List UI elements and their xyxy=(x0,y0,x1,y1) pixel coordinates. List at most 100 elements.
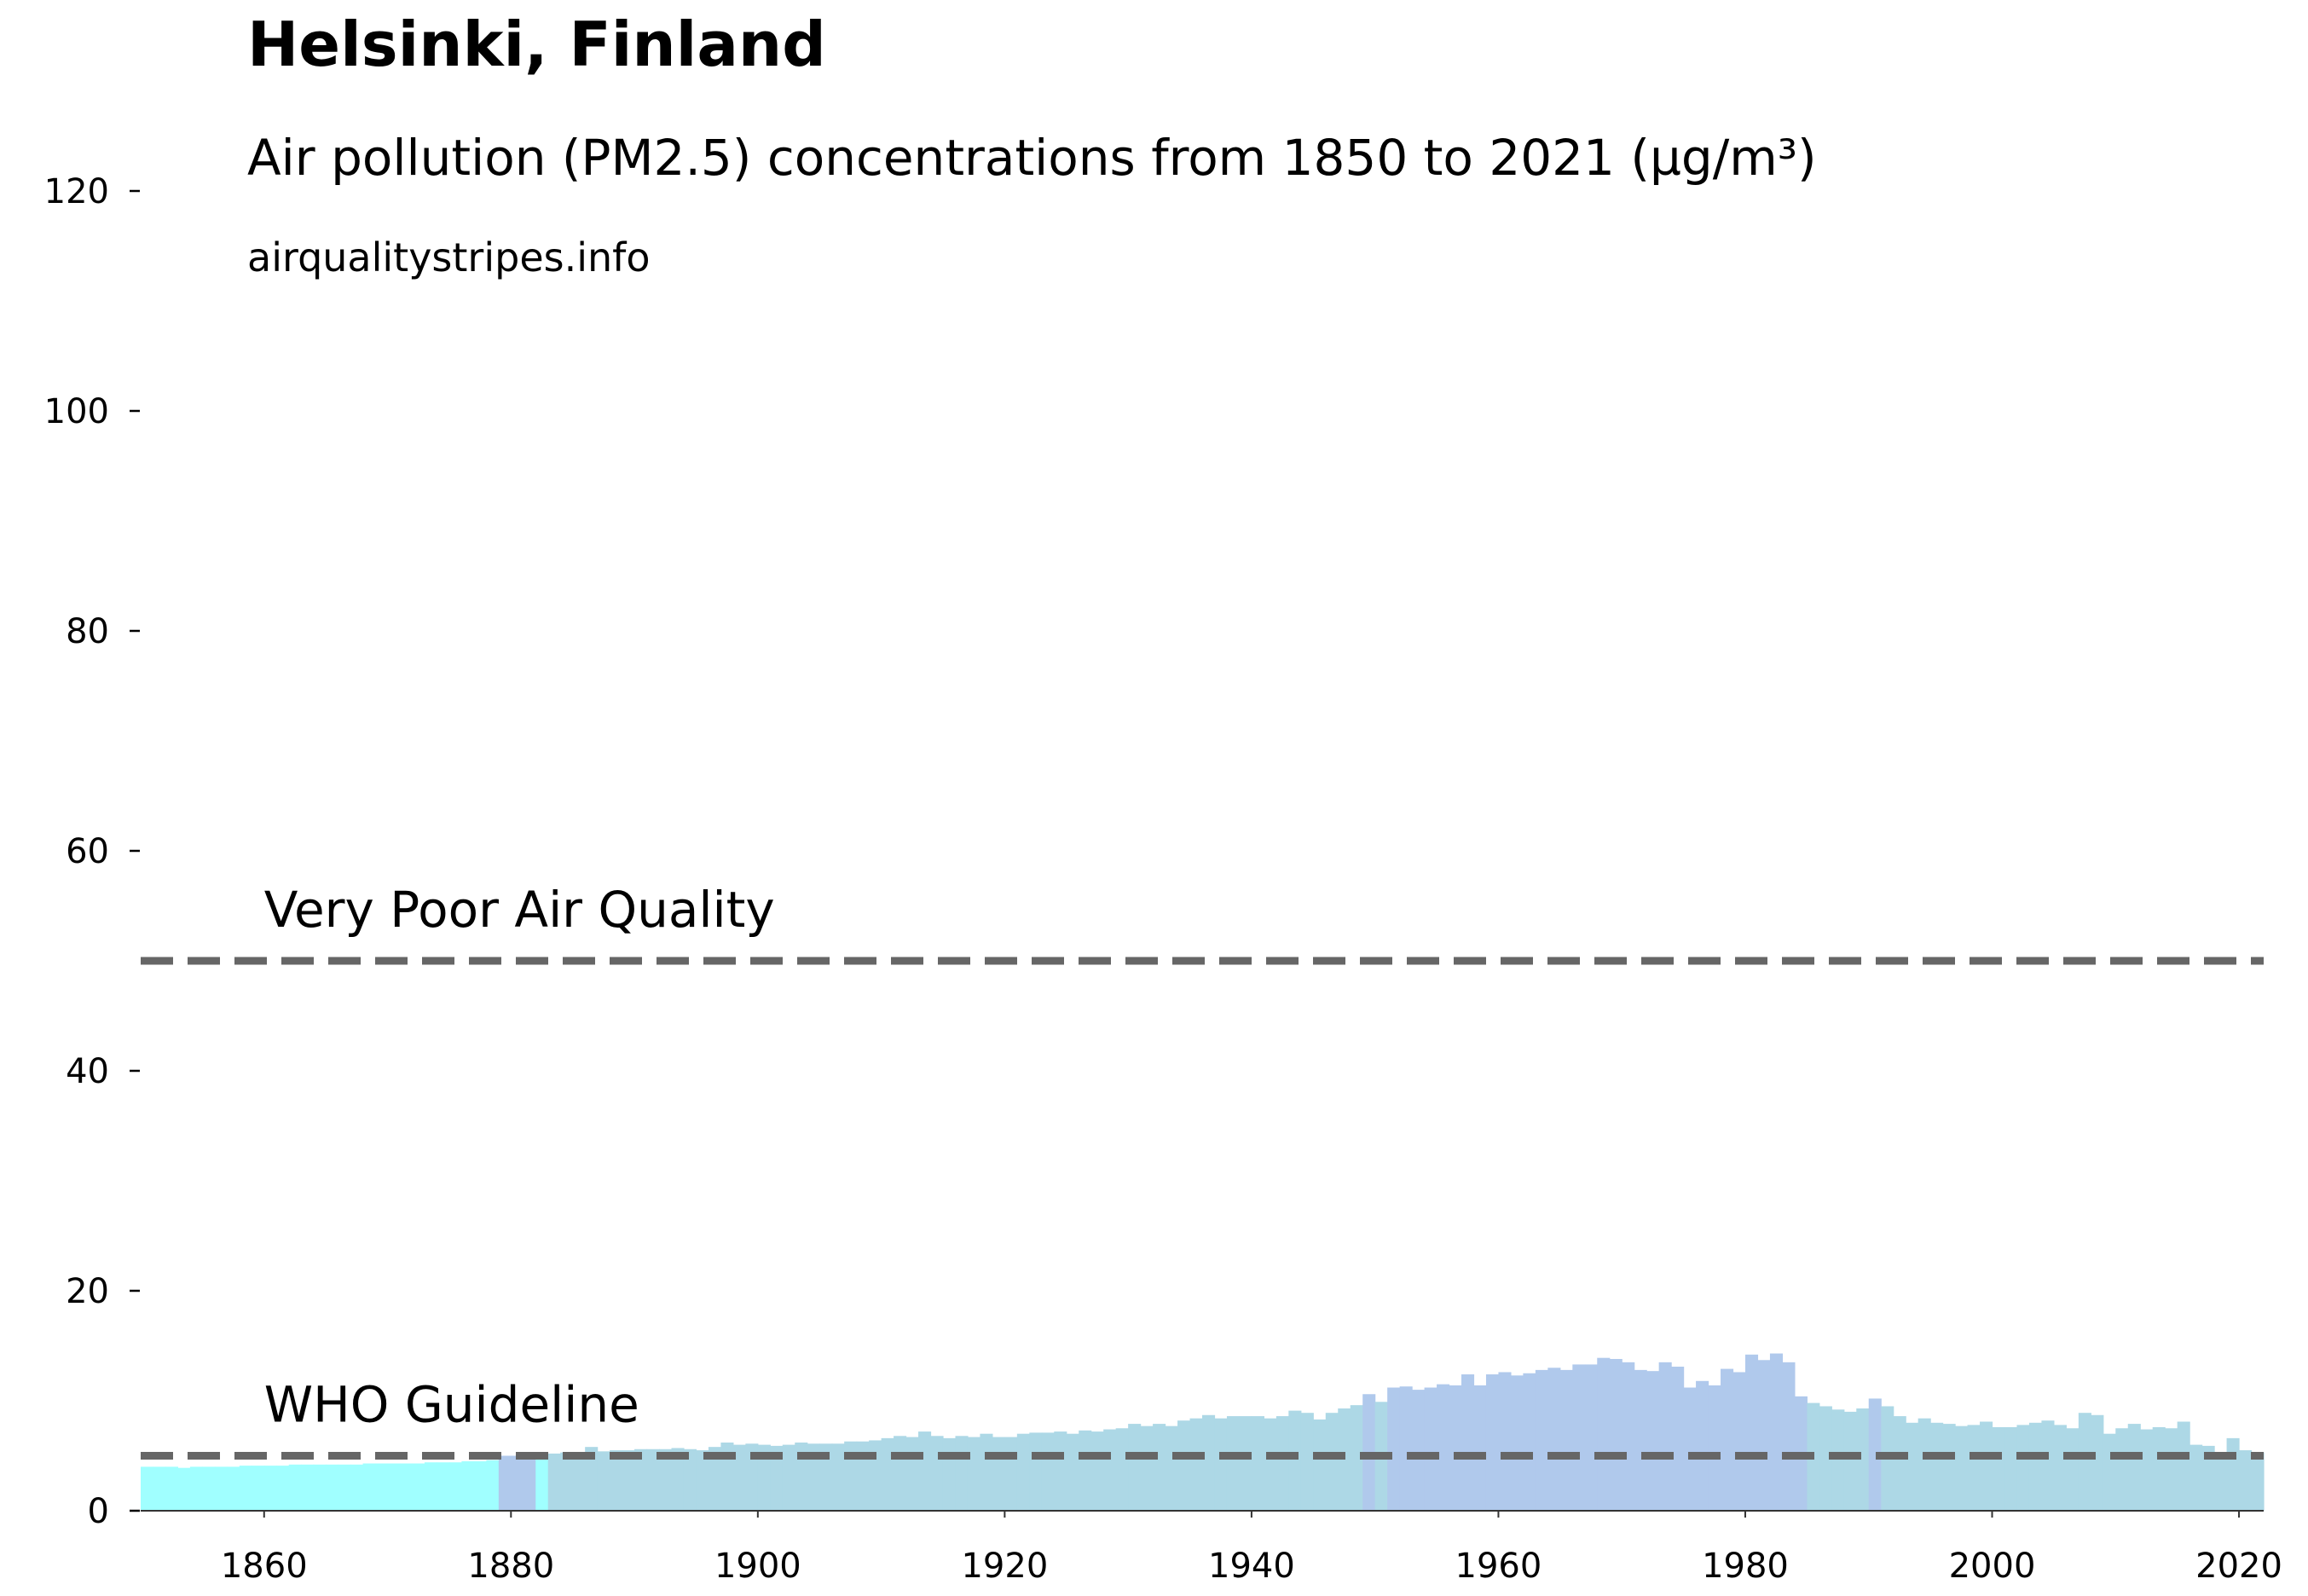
bar xyxy=(1226,1416,1241,1511)
bar xyxy=(2028,1422,2043,1511)
bar xyxy=(214,1466,228,1511)
bar xyxy=(844,1441,858,1511)
bar xyxy=(461,1460,475,1511)
bar xyxy=(1819,1406,1832,1511)
bar xyxy=(992,1437,1005,1511)
bar xyxy=(375,1463,389,1511)
bar xyxy=(1955,1425,1969,1511)
bar xyxy=(1843,1411,1857,1511)
bar xyxy=(980,1433,993,1511)
bar xyxy=(1485,1374,1500,1511)
bar xyxy=(1473,1385,1487,1511)
bar xyxy=(1338,1408,1351,1511)
reference-label: Very Poor Air Quality xyxy=(264,881,775,939)
bar xyxy=(2016,1425,2030,1511)
bar xyxy=(745,1443,759,1511)
bar xyxy=(1090,1431,1104,1511)
bar xyxy=(1559,1369,1573,1511)
y-tick-label: 100 xyxy=(44,392,109,431)
bar xyxy=(2177,1421,2190,1511)
bar xyxy=(239,1466,252,1511)
bar xyxy=(412,1463,425,1511)
bar xyxy=(1004,1437,1018,1511)
bar xyxy=(1769,1353,1784,1511)
bar xyxy=(1634,1369,1647,1511)
bar xyxy=(1584,1364,1598,1511)
bar xyxy=(1782,1362,1796,1511)
bar xyxy=(153,1466,166,1511)
bar xyxy=(732,1444,746,1511)
bar xyxy=(1041,1432,1055,1511)
bar xyxy=(523,1454,536,1511)
bar xyxy=(1300,1413,1314,1511)
bar xyxy=(189,1466,203,1511)
bar xyxy=(1115,1428,1129,1511)
bar xyxy=(942,1437,957,1511)
bar xyxy=(2165,1428,2178,1511)
bar xyxy=(560,1452,574,1511)
bar xyxy=(1868,1398,1882,1511)
bar xyxy=(511,1455,524,1511)
bar xyxy=(671,1448,685,1511)
bar xyxy=(263,1466,277,1511)
bar xyxy=(2115,1428,2129,1511)
bar xyxy=(1609,1358,1623,1511)
bar xyxy=(1387,1387,1401,1511)
bar xyxy=(1658,1362,1672,1511)
bar xyxy=(1461,1374,1475,1511)
bar xyxy=(782,1444,795,1511)
bar xyxy=(1744,1354,1759,1511)
bar xyxy=(498,1455,512,1511)
bar xyxy=(1510,1375,1524,1511)
bar xyxy=(869,1440,882,1511)
bar xyxy=(610,1450,623,1511)
bar xyxy=(1572,1364,1586,1511)
bar xyxy=(2152,1426,2166,1511)
y-tick-label: 40 xyxy=(66,1052,109,1091)
bar xyxy=(2251,1452,2265,1511)
bar xyxy=(1153,1424,1166,1511)
bar xyxy=(770,1445,784,1511)
bar xyxy=(448,1462,462,1511)
bar xyxy=(894,1436,907,1511)
bar xyxy=(350,1464,364,1511)
bar xyxy=(905,1437,919,1511)
bar xyxy=(387,1463,401,1511)
bar xyxy=(1930,1422,1944,1511)
bar xyxy=(288,1464,302,1511)
x-tick-label: 1900 xyxy=(714,1547,801,1586)
bar xyxy=(2041,1420,2055,1511)
y-tick-label: 0 xyxy=(88,1492,109,1531)
bar xyxy=(1239,1416,1252,1511)
bar xyxy=(2091,1414,2104,1511)
bar xyxy=(1523,1373,1536,1511)
bar xyxy=(2053,1425,2067,1511)
x-tick-label: 1920 xyxy=(961,1547,1048,1586)
bar xyxy=(1189,1418,1203,1511)
bar xyxy=(227,1466,240,1511)
bar xyxy=(819,1443,833,1511)
bar xyxy=(1732,1372,1746,1511)
bar xyxy=(1140,1425,1154,1511)
bar xyxy=(2078,1413,2091,1511)
bar xyxy=(1029,1432,1043,1511)
bar xyxy=(572,1452,586,1511)
bar xyxy=(1906,1422,1919,1511)
bar xyxy=(1251,1416,1264,1511)
bar xyxy=(535,1456,549,1511)
bar xyxy=(338,1464,351,1511)
bar xyxy=(313,1464,327,1511)
bar xyxy=(1449,1385,1462,1511)
bar xyxy=(301,1464,315,1511)
bar xyxy=(1103,1429,1117,1511)
bar xyxy=(2239,1450,2253,1511)
x-tick-label: 1940 xyxy=(1208,1547,1295,1586)
y-tick-label: 60 xyxy=(66,832,109,871)
bar xyxy=(486,1460,500,1511)
bar xyxy=(1498,1372,1512,1511)
bar xyxy=(1325,1413,1339,1511)
bar xyxy=(967,1437,981,1511)
bar xyxy=(1288,1410,1302,1511)
x-tick-label: 1880 xyxy=(467,1547,554,1586)
bar xyxy=(1313,1419,1327,1511)
